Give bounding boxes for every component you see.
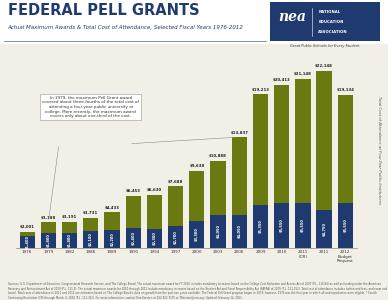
Bar [210, 160, 226, 215]
Bar [126, 196, 141, 228]
Text: $21,148: $21,148 [294, 72, 312, 76]
Bar [274, 85, 289, 203]
Text: $13,837: $13,837 [230, 130, 248, 134]
Text: $4,433: $4,433 [104, 205, 120, 209]
Text: ASSOCIATION: ASSOCIATION [318, 30, 348, 34]
Text: $6,630: $6,630 [147, 188, 162, 192]
Bar [83, 231, 99, 248]
Text: In 1979, the maximum Pell Grant award
covered about three-fourths of the total c: In 1979, the maximum Pell Grant award co… [42, 96, 139, 118]
Text: $5,550: $5,550 [343, 218, 347, 232]
Text: $2,200: $2,200 [110, 232, 114, 246]
Text: NATIONAL: NATIONAL [318, 10, 341, 14]
Text: Actual Maximum Awards & Total Cost of Attendance, Selected Fiscal Years 1976-201: Actual Maximum Awards & Total Cost of At… [8, 25, 244, 30]
Text: $3,191: $3,191 [62, 215, 77, 219]
Bar [253, 94, 268, 205]
Text: $3,300: $3,300 [195, 227, 199, 241]
Bar [19, 236, 35, 247]
Text: Total Cost of Attendance at Four-Year Public Institutions: Total Cost of Attendance at Four-Year Pu… [378, 96, 381, 204]
Text: $2,001: $2,001 [20, 225, 35, 229]
Text: $7,688: $7,688 [168, 179, 183, 183]
Bar [41, 222, 56, 233]
Text: EDUCATION: EDUCATION [318, 20, 344, 24]
Bar [338, 95, 353, 203]
Bar [338, 203, 353, 248]
Text: $4,750: $4,750 [322, 221, 326, 236]
Bar [104, 230, 120, 248]
Bar [232, 137, 247, 215]
Bar [168, 226, 183, 248]
Bar [189, 171, 204, 221]
Text: $22,148: $22,148 [315, 64, 333, 68]
Bar [232, 215, 247, 248]
Bar [317, 71, 332, 210]
Text: $2,100: $2,100 [89, 232, 93, 246]
Text: Great Public Schools for Every Student: Great Public Schools for Every Student [290, 44, 360, 47]
Text: $1,400: $1,400 [25, 235, 29, 249]
Text: $1,800: $1,800 [47, 233, 50, 247]
Text: $20,413: $20,413 [273, 78, 291, 82]
Text: $9,638: $9,638 [189, 164, 204, 168]
Bar [295, 79, 310, 203]
Bar [168, 186, 183, 226]
Text: $6,453: $6,453 [126, 189, 141, 193]
Text: $2,300: $2,300 [152, 231, 156, 245]
Text: $2,700: $2,700 [174, 230, 178, 244]
Text: $3,188: $3,188 [41, 215, 56, 219]
Bar [295, 203, 310, 248]
Text: Sources: U.S. Department of Education, Congressional Research Service, and The C: Sources: U.S. Department of Education, C… [8, 282, 387, 300]
Bar [317, 210, 332, 248]
Text: $19,134: $19,134 [336, 88, 354, 92]
Bar [83, 218, 99, 231]
Bar [210, 215, 226, 248]
Bar [41, 233, 56, 247]
Text: $4,050: $4,050 [237, 224, 241, 238]
Bar [147, 229, 162, 248]
Text: $3,731: $3,731 [83, 211, 99, 215]
Text: FEDERAL PELL GRANTS: FEDERAL PELL GRANTS [8, 4, 199, 19]
Bar [104, 212, 120, 230]
Text: $1,800: $1,800 [68, 233, 72, 247]
Text: $10,888: $10,888 [209, 154, 227, 158]
Text: $19,213: $19,213 [251, 87, 270, 92]
Text: nea: nea [278, 10, 306, 24]
Text: $5,350: $5,350 [258, 219, 262, 233]
Text: $5,550: $5,550 [301, 218, 305, 232]
Bar [19, 232, 35, 236]
Bar [147, 195, 162, 229]
Text: $5,550: $5,550 [280, 218, 284, 232]
Bar [62, 222, 77, 233]
Bar [189, 221, 204, 248]
Bar [274, 203, 289, 248]
Bar [253, 205, 268, 247]
Bar [126, 228, 141, 248]
Text: $2,400: $2,400 [131, 231, 135, 245]
Text: $4,050: $4,050 [216, 224, 220, 238]
Bar [62, 233, 77, 247]
